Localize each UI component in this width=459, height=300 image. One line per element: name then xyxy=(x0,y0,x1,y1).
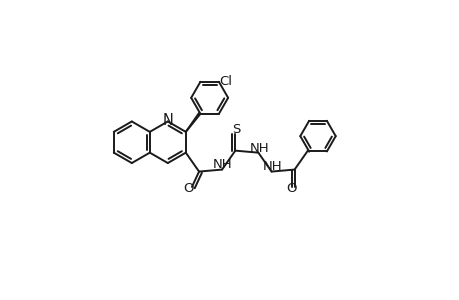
Text: NH: NH xyxy=(262,160,281,173)
Text: S: S xyxy=(231,123,240,136)
Text: Cl: Cl xyxy=(219,74,232,88)
Text: O: O xyxy=(285,182,296,194)
Text: NH: NH xyxy=(249,142,269,154)
Text: O: O xyxy=(183,182,194,195)
Text: NH: NH xyxy=(213,158,232,171)
Text: N: N xyxy=(162,113,173,128)
